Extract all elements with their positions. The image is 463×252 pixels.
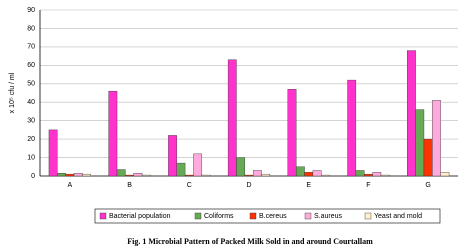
bar [295, 166, 305, 177]
bar [364, 173, 373, 177]
bar [407, 50, 416, 177]
x-tick-label: G [425, 182, 430, 189]
y-tick-label: 40 [27, 99, 35, 106]
x-tick-label: F [366, 182, 370, 189]
bar [287, 89, 297, 177]
legend-box [94, 208, 441, 224]
y-tick-label: 20 [27, 136, 35, 143]
bar [133, 173, 143, 177]
x-tick-label: E [306, 182, 311, 189]
bar [176, 162, 186, 177]
x-tick-label: C [187, 182, 192, 189]
bar [244, 174, 254, 177]
bar [380, 174, 390, 177]
bar [347, 79, 357, 177]
bar [372, 172, 382, 177]
y-tick-label: 10 [27, 154, 35, 161]
bar [312, 170, 322, 177]
bar [304, 172, 314, 177]
legend-swatch [194, 212, 202, 220]
x-tick-label: B [127, 182, 132, 189]
y-axis-label: x 10⁵ cfu / ml [9, 72, 16, 113]
legend-swatch [304, 212, 312, 220]
legend-swatch [249, 212, 257, 220]
bar [201, 174, 211, 177]
bar [432, 100, 441, 177]
bar [184, 174, 194, 177]
y-tick-label: 50 [27, 81, 35, 88]
bar [125, 174, 134, 177]
legend-label: B.cereus [259, 213, 287, 220]
bar [116, 169, 126, 177]
y-tick-label: 60 [27, 62, 35, 69]
bar [227, 59, 237, 177]
bar [82, 173, 91, 177]
legend-label: Bacterial population [109, 213, 171, 220]
y-tick-label: 80 [27, 25, 35, 32]
bar [236, 157, 246, 177]
x-tick-label: A [68, 182, 73, 189]
bar [65, 173, 75, 177]
bar [415, 109, 425, 177]
bar [168, 135, 177, 177]
legend-label: S.aureus [314, 213, 343, 220]
bar [321, 174, 330, 177]
bar [261, 173, 271, 177]
caption: Fig. 1 Microbial Pattern of Packed Milk … [127, 237, 373, 246]
bar [73, 173, 83, 177]
legend-label: Yeast and mold [374, 213, 422, 220]
y-tick-label: 90 [27, 7, 35, 14]
bar [355, 170, 365, 177]
bar [252, 170, 262, 177]
y-tick-label: 0 [31, 173, 35, 180]
bar [108, 90, 118, 177]
legend-swatch [364, 212, 372, 220]
legend-swatch [99, 212, 107, 220]
bar [48, 129, 58, 177]
bar [141, 174, 151, 177]
bar [193, 153, 203, 177]
bar [57, 173, 66, 177]
bar [423, 138, 433, 177]
legend-label: Coliforms [204, 213, 234, 220]
y-tick-label: 70 [27, 44, 35, 51]
y-tick-label: 30 [27, 118, 35, 125]
x-tick-label: D [246, 182, 251, 189]
bar [440, 172, 450, 177]
